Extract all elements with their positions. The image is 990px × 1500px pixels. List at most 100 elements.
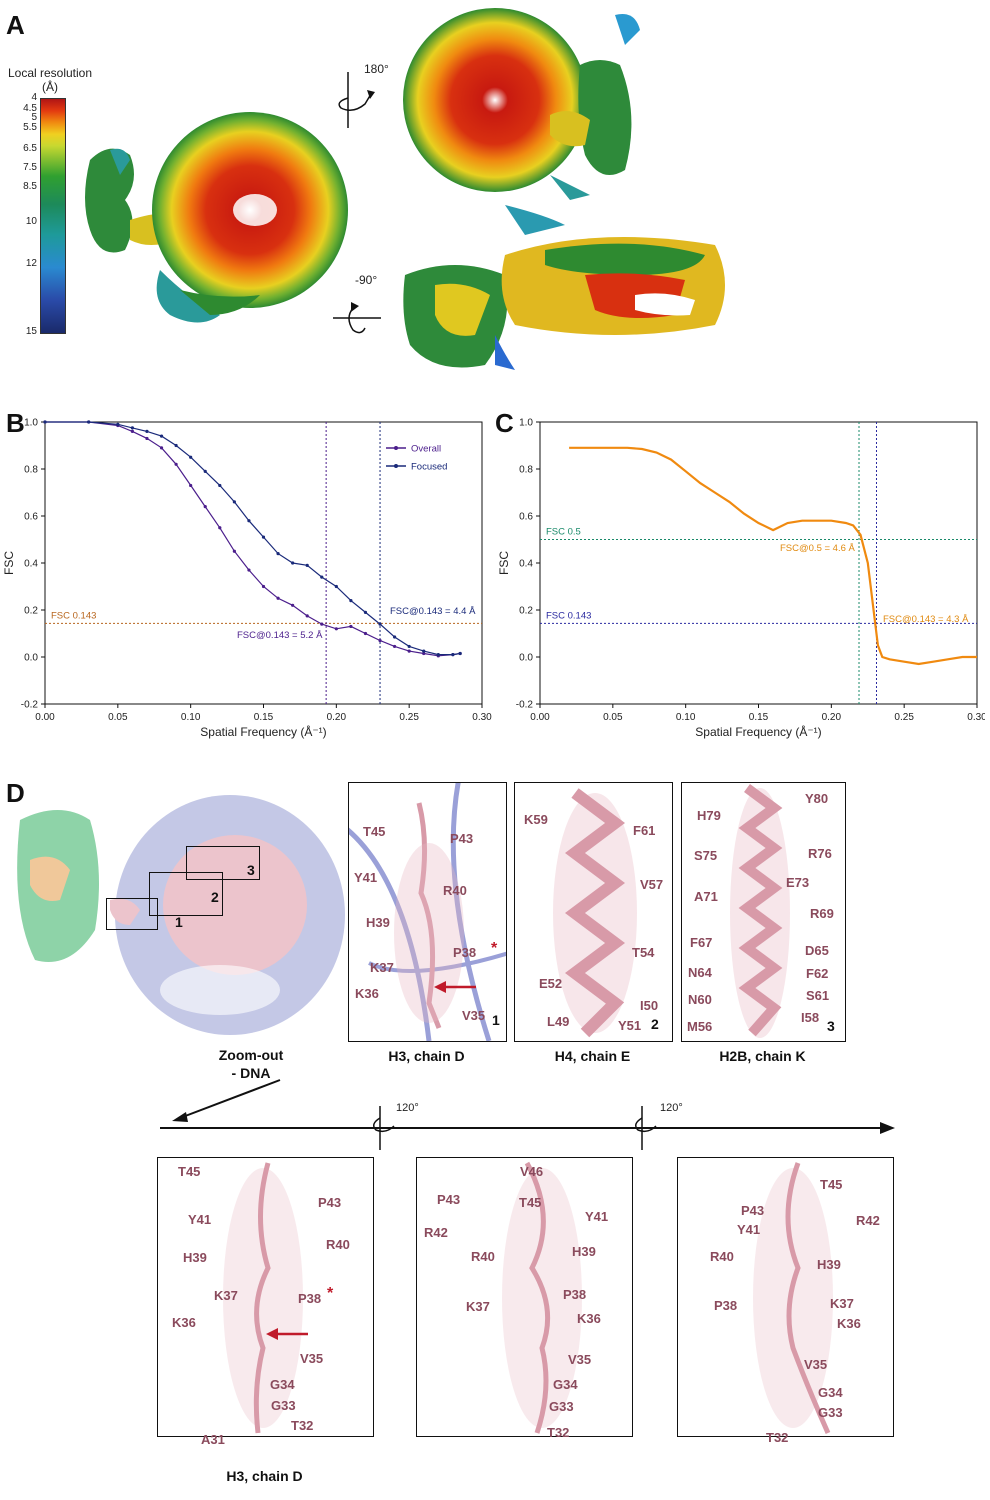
v2-t32: T32 [547,1425,570,1440]
res-y41: Y41 [354,870,378,885]
v1-p38: P38 [298,1291,322,1306]
threshold-label: FSC 0.143 [51,610,96,621]
data-point [334,627,338,631]
y-axis-label: FSC [497,551,511,575]
data-point [451,653,455,657]
res-e73: E73 [786,875,810,890]
density-map-rotated-minus90 [403,205,725,370]
colorbar-tick-4-5: 4.5 [23,102,37,114]
res-a71: A71 [694,889,718,904]
annotation-label: FSC@0.143 = 4.4 Å [390,606,476,617]
zoom-box-h2b-chain-k [681,782,846,1042]
zoom-box-3-index: 3 [827,1018,835,1034]
res-f62: F62 [806,966,829,981]
y-tick-label: 0.0 [24,653,38,664]
v3-r40: R40 [710,1249,734,1264]
res-s75: S75 [694,848,718,863]
colorbar-tick-5-5: 5.5 [23,122,37,134]
map-box-3 [186,846,260,880]
data-point [203,469,207,473]
data-point [276,552,280,556]
v1-p43: P43 [318,1195,342,1210]
v3-t32: T32 [766,1430,789,1445]
rotate-vertical-axis-icon [338,72,375,128]
threshold-label: FSC 0.143 [546,610,591,621]
v2-v46: V46 [520,1164,544,1179]
data-point [378,622,382,626]
x-axis-label: Spatial Frequency (Å⁻¹) [695,724,821,739]
v3-p43: P43 [741,1203,765,1218]
res-m56: M56 [687,1019,713,1034]
res-t54: T54 [632,945,655,960]
colorbar-tick-7-5: 7.5 [23,162,37,174]
v2-y41: Y41 [585,1209,609,1224]
caption-bottom-h3-chain-d: H3, chain D [226,1468,303,1484]
v3-t45: T45 [820,1177,843,1192]
red-arrow-icon-2 [266,1328,308,1340]
res-n64: N64 [688,965,712,980]
view-box-3 [677,1157,894,1437]
zoom-out-label: Zoom-out - DNA [218,1047,284,1081]
data-point [363,610,368,614]
map-box-2-label: 2 [211,889,219,905]
x-tick-label: 0.15 [254,712,274,723]
v1-g34: G34 [270,1377,295,1392]
v3-k37: K37 [830,1296,854,1311]
data-point [174,462,178,466]
res-f61: F61 [633,823,656,838]
y-tick-label: 0.0 [519,653,533,664]
data-point [261,584,266,589]
data-point [320,622,324,626]
map-box-1 [106,898,158,930]
data-point [291,603,295,607]
res-i50: I50 [640,998,659,1013]
res-r40: R40 [443,883,467,898]
v1-k36: K36 [172,1315,196,1330]
x-tick-label: 0.10 [181,712,201,723]
red-arrow-icon [434,981,476,993]
v3-p38: P38 [714,1298,738,1313]
data-point [305,614,309,618]
res-k59: K59 [524,812,548,827]
data-point [261,535,266,539]
data-point [218,526,222,530]
series-line-focused [45,421,461,656]
x-tick-label: 0.30 [967,712,985,723]
y-tick-label: 0.6 [519,512,533,523]
zoom-box-2-index: 2 [651,1016,659,1032]
series-line-overall [45,421,461,657]
res-f67: F67 [690,935,713,950]
res-s61: S61 [806,988,830,1003]
y-tick-label: 0.2 [24,606,38,617]
y-tick-label: 0.8 [519,465,533,476]
data-point [159,446,164,450]
colorbar-tick-10: 10 [25,216,37,228]
caption-h2b-chain-k: H2B, chain K [719,1048,806,1064]
legend-label: Overall [411,444,441,455]
data-point [349,599,353,603]
rotation-120-label-1: 120° [396,1102,419,1114]
y-tick-label: -0.2 [21,700,39,711]
colorbar-tick-12: 12 [25,258,37,270]
v1-a31: A31 [201,1432,225,1447]
colorbar-tick-15: 15 [25,326,37,337]
v2-g34: G34 [553,1377,578,1392]
v2-k36: K36 [577,1311,601,1326]
data-point [422,649,426,653]
y-axis-label: FSC [2,551,16,575]
data-point [378,638,382,643]
data-point [159,434,164,438]
res-n60: N60 [688,992,712,1007]
res-t45: T45 [363,824,386,839]
y-tick-label: 0.4 [519,559,533,570]
res-r76: R76 [808,846,832,861]
v1-v35: V35 [300,1351,324,1366]
map-box-3-label: 3 [247,862,255,878]
data-point [232,549,236,553]
v2-p38: P38 [563,1287,587,1302]
res-p38: P38 [453,945,477,960]
y-tick-label: 0.8 [24,465,38,476]
data-point [349,624,353,629]
series-line-0 [569,446,977,666]
x-tick-label: 0.10 [676,712,696,723]
